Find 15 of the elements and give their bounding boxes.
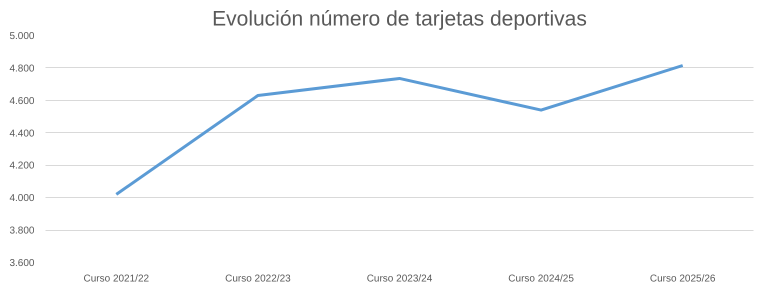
chart-title: Evolución número de tarjetas deportivas xyxy=(212,8,587,30)
y-tick-label: 4.800 xyxy=(9,63,35,74)
x-tick-label: Curso 2024/25 xyxy=(508,274,574,284)
x-tick-label: Curso 2025/26 xyxy=(650,274,716,284)
x-tick-label: Curso 2021/22 xyxy=(84,274,150,284)
x-tick-label: Curso 2022/23 xyxy=(225,274,292,284)
x-tick-label: Curso 2023/24 xyxy=(366,274,433,284)
y-tick-label: 4.200 xyxy=(9,160,35,172)
y-tick-label: 5.000 xyxy=(9,31,35,42)
y-tick-label: 3.800 xyxy=(9,226,35,237)
y-tick-label: 3.600 xyxy=(9,258,35,269)
y-tick-label: 4.600 xyxy=(9,96,35,107)
y-tick-label: 4.400 xyxy=(9,128,35,140)
line-series xyxy=(114,64,684,196)
y-tick-label: 4.000 xyxy=(9,193,35,204)
